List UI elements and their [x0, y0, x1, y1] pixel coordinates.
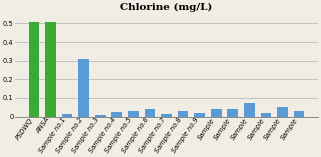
Bar	[128, 111, 139, 117]
Bar	[227, 109, 238, 117]
Bar	[62, 114, 73, 117]
Bar	[111, 112, 122, 117]
Bar	[95, 115, 106, 117]
Bar	[194, 113, 205, 117]
Bar	[294, 111, 304, 117]
Bar	[261, 113, 271, 117]
Bar	[161, 114, 172, 117]
Bar	[178, 111, 188, 117]
Bar	[45, 22, 56, 117]
Bar	[144, 109, 155, 117]
Bar	[29, 22, 39, 117]
Bar	[277, 107, 288, 117]
Bar	[211, 109, 221, 117]
Bar	[78, 59, 89, 117]
Title: Chlorine (mg/L): Chlorine (mg/L)	[120, 3, 213, 12]
Bar	[244, 103, 255, 117]
